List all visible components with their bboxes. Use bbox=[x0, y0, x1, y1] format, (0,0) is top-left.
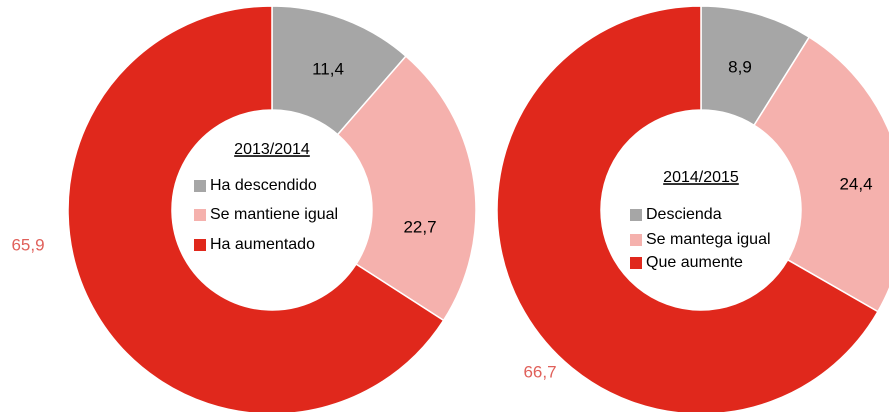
chart-title: 2013/2014 bbox=[234, 141, 310, 158]
legend-swatch bbox=[630, 209, 642, 221]
legend-label: Que aumente bbox=[646, 254, 743, 271]
legend-label: Se mantiene igual bbox=[210, 206, 338, 223]
data-label: 11,4 bbox=[312, 59, 344, 78]
legend-swatch bbox=[194, 180, 206, 192]
data-label: 66,7 bbox=[523, 362, 556, 381]
data-label: 8,9 bbox=[728, 57, 752, 76]
legend-label: Ha descendido bbox=[210, 177, 317, 194]
legend-label: Descienda bbox=[646, 206, 722, 223]
legend-swatch bbox=[630, 257, 642, 269]
legend-label: Ha aumentado bbox=[210, 236, 315, 253]
donut-hole bbox=[172, 110, 372, 310]
chart-title: 2014/2015 bbox=[663, 169, 739, 186]
legend-swatch bbox=[630, 234, 642, 246]
donut-hole bbox=[601, 110, 801, 310]
data-label: 65,9 bbox=[11, 235, 44, 254]
legend-swatch bbox=[194, 239, 206, 251]
data-label: 24,4 bbox=[839, 174, 872, 193]
data-label: 22,7 bbox=[403, 217, 436, 236]
legend-label: Se mantega igual bbox=[646, 231, 771, 248]
legend-swatch bbox=[194, 209, 206, 221]
